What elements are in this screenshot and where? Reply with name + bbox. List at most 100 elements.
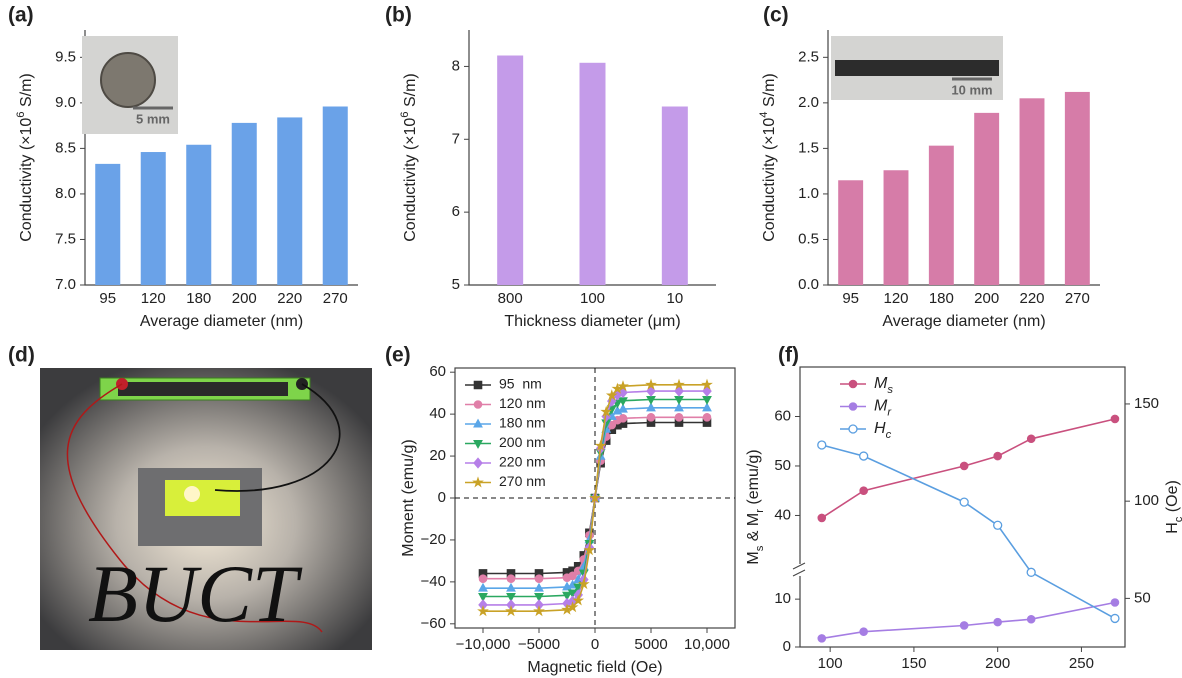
panel-label: (d) xyxy=(8,344,35,367)
marker xyxy=(646,402,656,412)
marker xyxy=(618,414,628,423)
bar xyxy=(95,163,121,285)
marker xyxy=(617,380,629,392)
bar xyxy=(579,62,606,286)
y-tick-label: 0 xyxy=(438,489,446,506)
x-tick-label: 800 xyxy=(498,290,523,307)
x-tick-label: 120 xyxy=(141,290,166,307)
photo-text: BUCT xyxy=(88,548,303,639)
marker xyxy=(478,574,488,584)
bar xyxy=(838,180,864,285)
y-tick-label: 9.5 xyxy=(55,48,76,65)
marker xyxy=(478,593,488,602)
label-part: Conductivity (×10 xyxy=(402,118,419,242)
y-tick-label: −40 xyxy=(421,573,446,590)
inset-object xyxy=(100,52,156,108)
y-tick-label: 2.5 xyxy=(798,48,819,65)
y-tick-label: 2.0 xyxy=(798,94,819,111)
legend-label: Ms xyxy=(874,375,893,396)
y-axis-label: Ms & Mr (emu/g) xyxy=(745,449,766,564)
label-part: s xyxy=(754,545,766,551)
inset-object xyxy=(835,60,999,76)
marker xyxy=(1026,434,1036,444)
wire xyxy=(214,383,341,492)
y-axis-label: Conductivity (×106 S/m) xyxy=(399,73,419,242)
x-tick-label: 0 xyxy=(591,636,599,653)
marker xyxy=(562,591,572,601)
y-tick-label: 50 xyxy=(774,457,791,474)
lamp-board xyxy=(165,480,240,516)
label-part: 6 xyxy=(15,111,27,117)
marker xyxy=(506,593,516,602)
marker xyxy=(848,379,858,389)
bar xyxy=(186,144,212,285)
x-tick-label: 200 xyxy=(232,290,257,307)
bar xyxy=(322,106,348,285)
y-tick-label: 7.0 xyxy=(55,276,76,293)
marker xyxy=(477,605,489,617)
marker xyxy=(674,412,684,422)
marker xyxy=(618,403,628,413)
bar xyxy=(883,170,909,285)
label-part: Conductivity (×10 xyxy=(761,118,778,242)
y-tick-label: −20 xyxy=(421,531,446,548)
x-axis-label: Thickness diameter (μm) xyxy=(504,313,680,330)
legend-label: 120 nm xyxy=(499,395,546,411)
marker xyxy=(506,582,516,592)
x-tick-label: 250 xyxy=(1069,655,1094,672)
y-tick-label: −60 xyxy=(421,615,446,632)
label-part: S/m) xyxy=(402,73,419,111)
label-part: 6 xyxy=(399,111,411,117)
bar xyxy=(1019,98,1045,285)
marker xyxy=(473,457,483,469)
bar xyxy=(1064,91,1090,285)
x-tick-label: 120 xyxy=(883,290,908,307)
x-axis-label: Average diameter (nm) xyxy=(882,313,1045,330)
panel-label: (e) xyxy=(385,344,411,367)
x-tick-label: 5000 xyxy=(634,636,667,653)
x-tick-label: 180 xyxy=(929,290,954,307)
marker xyxy=(859,486,868,496)
panel-label: (c) xyxy=(763,4,789,27)
marker xyxy=(646,412,656,422)
marker xyxy=(1110,598,1120,607)
y-tick-label: 7.5 xyxy=(55,230,76,247)
label-part: c xyxy=(1173,516,1182,522)
y2-axis-label: Hc (Oe) xyxy=(1164,480,1182,534)
x-tick-label: 180 xyxy=(186,290,211,307)
marker xyxy=(1110,613,1120,624)
label-part: S/m) xyxy=(761,73,778,111)
marker xyxy=(533,605,545,617)
y-axis-label: Moment (emu/g) xyxy=(400,439,417,556)
label-part: Conductivity (×10 xyxy=(18,118,35,242)
label-part: 4 xyxy=(758,111,770,117)
marker xyxy=(848,402,858,411)
bar xyxy=(140,152,166,285)
x-tick-label: 220 xyxy=(277,290,302,307)
legend-label: 200 nm xyxy=(499,434,546,450)
marker xyxy=(583,544,596,556)
marker xyxy=(594,439,607,451)
y-tick-label: 60 xyxy=(429,363,446,380)
marker xyxy=(859,451,869,461)
marker xyxy=(993,451,1002,461)
y-tick-label: 0.0 xyxy=(798,276,819,293)
marker xyxy=(959,461,969,471)
marker xyxy=(566,601,579,613)
marker xyxy=(646,385,656,397)
x-tick-label: −5000 xyxy=(518,636,560,653)
label-part: S/m) xyxy=(18,73,35,111)
marker xyxy=(817,513,827,523)
marker xyxy=(473,418,483,428)
x-tick-label: 270 xyxy=(323,290,348,307)
marker xyxy=(577,578,590,590)
y-tick-label: 20 xyxy=(429,447,446,464)
marker xyxy=(600,405,613,417)
label-part: (emu/g) xyxy=(745,449,762,509)
inset-label: 10 mm xyxy=(951,82,992,97)
marker xyxy=(959,621,969,630)
marker xyxy=(702,385,712,397)
marker xyxy=(702,402,712,412)
marker xyxy=(478,582,488,592)
